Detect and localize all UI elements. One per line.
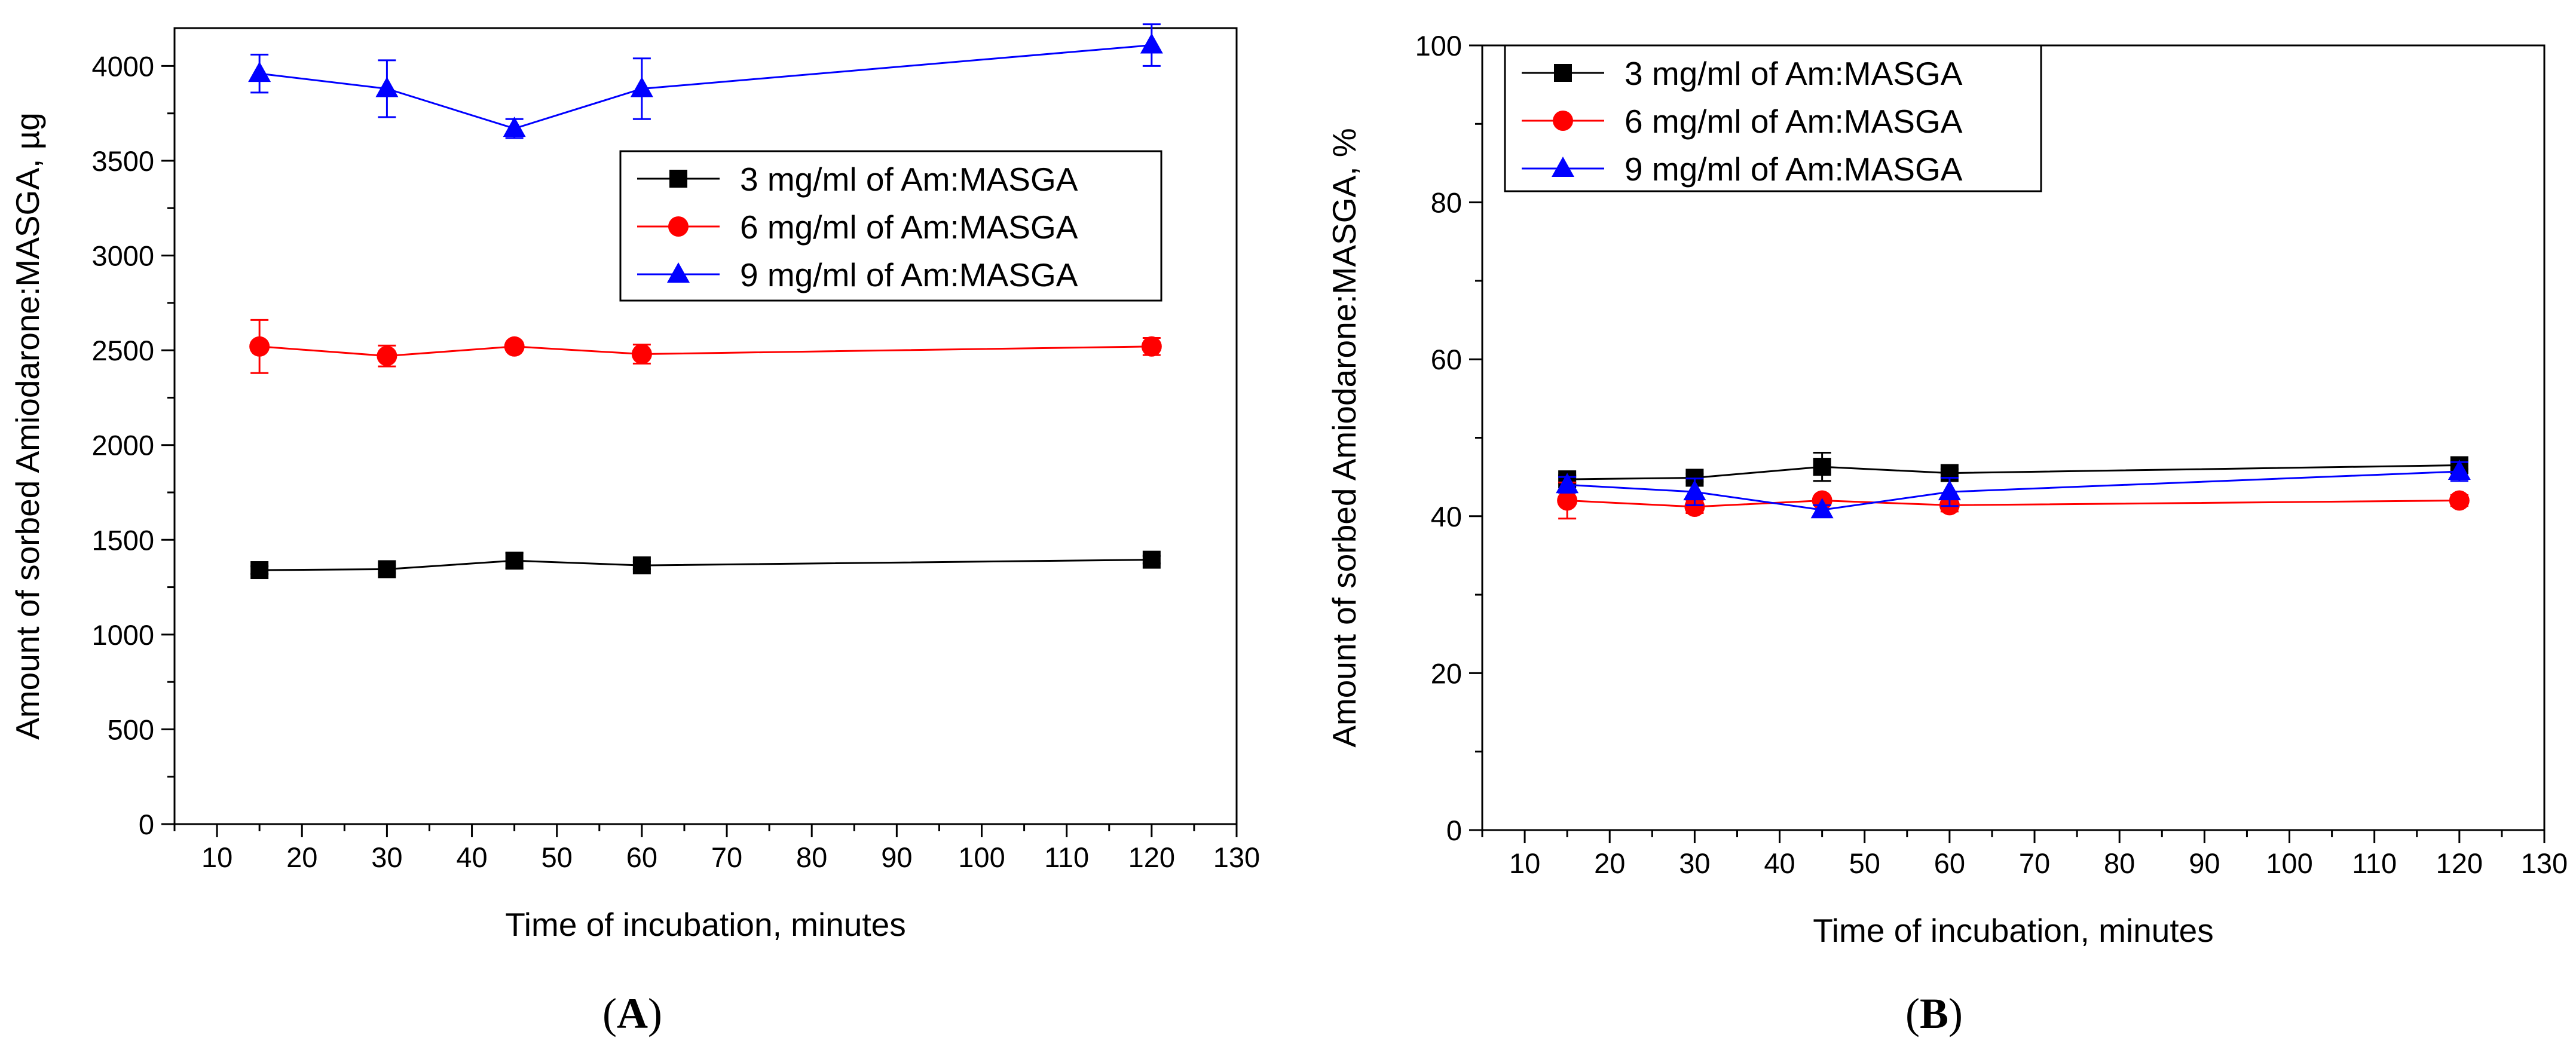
data-point (375, 76, 399, 97)
data-point (1557, 490, 1578, 511)
legend-box (1504, 44, 2042, 192)
data-point (2447, 459, 2471, 480)
y-tick-label: 0 (1446, 815, 1462, 846)
data-point (1684, 497, 1705, 518)
data-point (1142, 550, 1161, 569)
y-tick-label: 80 (1431, 187, 1462, 219)
data-point (1810, 498, 1834, 519)
panel-label: (B) (1905, 990, 1963, 1037)
chart-panel-b: 10 20 30 40 50 60 70 80 90 100 110 120 130 0 20 40 60 80 1… (1326, 30, 2568, 1037)
x-tick-label: 120 (2436, 847, 2483, 879)
data-point (505, 552, 524, 570)
data-point (1556, 473, 1579, 494)
data-point (632, 556, 651, 575)
y-tick-label: 3500 (91, 145, 154, 177)
legend-marker (1554, 64, 1572, 82)
x-tick-label: 20 (286, 841, 317, 873)
x-tick-label: 20 (1594, 847, 1625, 879)
x-tick-label: 100 (2266, 847, 2312, 879)
data-point (1140, 33, 1163, 54)
x-tick-label: 110 (1044, 841, 1089, 873)
x-tick-label: 120 (1128, 841, 1175, 873)
x-tick-label: 90 (2189, 847, 2220, 879)
y-tick-label: 1000 (91, 619, 154, 651)
data-point (248, 62, 271, 82)
y-axis-label: Amount of sorbed Amiodarone:MASGA, µg (9, 112, 46, 740)
data-point (504, 336, 525, 357)
legend-marker (1553, 111, 1573, 131)
data-point (2449, 490, 2470, 511)
panel-label: (A) (602, 990, 662, 1037)
x-tick-label: 10 (1509, 847, 1540, 879)
legend-label: 9 mg/ml of Am:MASGA (740, 256, 1078, 293)
x-tick-label: 80 (2104, 847, 2135, 879)
legend: 3 mg/ml of Am:MASGA 6 mg/ml of Am:MASGA 9 … (1504, 44, 2042, 192)
legend-label: 6 mg/ml of Am:MASGA (740, 209, 1078, 246)
y-axis-label: Amount of sorbed Amiodarone:MASGA, % (1326, 128, 1363, 747)
y-tick-label: 60 (1431, 344, 1462, 375)
x-tick-label: 40 (1764, 847, 1795, 879)
data-point (377, 345, 397, 366)
x-tick-label: 80 (796, 841, 827, 873)
y-tick-label: 40 (1431, 501, 1462, 532)
data-point (1141, 336, 1162, 357)
legend-marker (667, 262, 690, 283)
data-point (503, 117, 526, 137)
data-point (250, 561, 269, 580)
y-tick-label: 2000 (91, 430, 154, 461)
x-tick-label: 40 (456, 841, 487, 873)
y-tick-label: 1500 (91, 524, 154, 556)
x-axis-label: Time of incubation, minutes (1813, 912, 2214, 949)
x-tick-label: 30 (1679, 847, 1710, 879)
legend: 3 mg/ml of Am:MASGA 6 mg/ml of Am:MASGA 9 … (619, 150, 1162, 302)
legend-label: 3 mg/ml of Am:MASGA (740, 161, 1078, 198)
y-tick-label: 0 (139, 809, 154, 840)
y-tick-label: 4000 (91, 50, 154, 82)
data-point (1813, 458, 1831, 476)
x-tick-label: 60 (626, 841, 657, 873)
data-point (1938, 480, 1961, 501)
chart-panel-a: 10 20 30 40 50 60 70 80 90 100 110 120 130 0 500 1000 15… (9, 23, 1260, 1037)
data-point (378, 560, 396, 578)
legend-marker (669, 170, 687, 188)
x-tick-label: 50 (541, 841, 573, 873)
x-tick-label: 90 (881, 841, 912, 873)
series-line (259, 44, 1152, 130)
data-point (1683, 480, 1706, 501)
y-tick-label: 500 (108, 714, 154, 745)
legend-marker (1552, 157, 1574, 177)
legend-marker (668, 216, 689, 237)
x-tick-label: 70 (711, 841, 742, 873)
x-tick-label: 50 (1849, 847, 1880, 879)
data-point (630, 76, 653, 97)
x-tick-label: 130 (2521, 847, 2568, 879)
data-point (631, 344, 652, 365)
y-tick-label: 20 (1431, 657, 1462, 689)
data-point (249, 336, 270, 357)
x-tick-label: 130 (1213, 841, 1260, 873)
legend-label: 3 mg/ml of Am:MASGA (1624, 55, 1963, 92)
x-tick-label: 30 (371, 841, 402, 873)
y-tick-label: 2500 (91, 335, 154, 366)
x-tick-label: 60 (1934, 847, 1965, 879)
legend-label: 9 mg/ml of Am:MASGA (1624, 151, 1963, 188)
x-tick-label: 110 (2352, 847, 2397, 879)
y-tick-label: 100 (1415, 30, 1462, 62)
x-tick-label: 100 (958, 841, 1005, 873)
x-axis-label: Time of incubation, minutes (505, 906, 906, 943)
x-tick-label: 10 (201, 841, 232, 873)
legend-label: 6 mg/ml of Am:MASGA (1624, 103, 1963, 140)
plot-frame (173, 27, 1238, 825)
x-tick-label: 70 (2019, 847, 2050, 879)
y-tick-label: 3000 (91, 240, 154, 272)
